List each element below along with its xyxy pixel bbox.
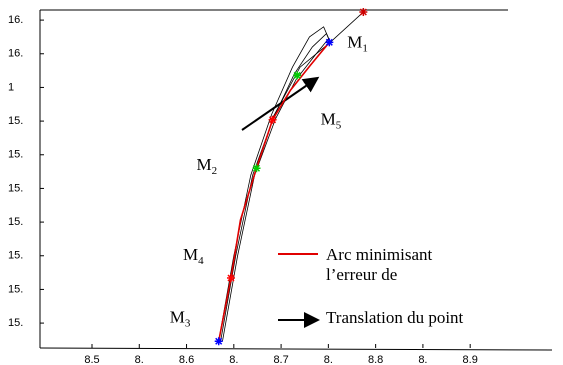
point-marker <box>214 337 223 346</box>
label-sub: 4 <box>198 255 204 267</box>
y-tick-label: 15. <box>8 216 23 228</box>
point-marker <box>268 115 277 124</box>
x-tick-label: 8.7 <box>273 354 288 365</box>
x-tick-label: 8. <box>135 354 144 365</box>
label-sub: 3 <box>185 317 191 329</box>
x-tick-label: 8. <box>229 354 238 365</box>
y-tick-label: 15. <box>8 182 23 194</box>
point-label: M2 <box>197 155 218 177</box>
label-sub: 1 <box>362 42 368 54</box>
y-tick-label: 15. <box>8 250 23 262</box>
legend-text: l’erreur de <box>326 265 397 284</box>
curve <box>217 41 330 342</box>
curve <box>218 26 331 342</box>
x-tick-label: 8.9 <box>463 354 478 365</box>
curve <box>222 38 331 342</box>
x-tick-label: 8.8 <box>368 354 383 365</box>
x-tick-label: 8. <box>324 354 333 365</box>
y-tick-label: 15. <box>8 149 23 161</box>
y-tick-label: 1 <box>8 81 14 93</box>
label-main: M <box>183 245 198 264</box>
x-tick-label: 8. <box>418 354 427 365</box>
legend-text: Translation du point <box>326 308 464 327</box>
point-marker <box>226 273 235 282</box>
label-main: M <box>170 307 185 326</box>
y-tick-label: 15. <box>8 115 23 127</box>
curve <box>271 11 364 120</box>
label-main: M <box>197 155 212 174</box>
marker-stroke <box>269 116 277 124</box>
marker-stroke <box>359 8 367 16</box>
legend-text: Arc minimisant <box>326 245 433 264</box>
label-sub: 5 <box>336 120 342 132</box>
y-tick-label: 16. <box>8 14 23 26</box>
translation-arrow <box>241 76 320 131</box>
label-main: M <box>321 110 336 129</box>
marker-stroke <box>227 274 235 282</box>
point-label: M1 <box>347 32 368 54</box>
point-marker <box>359 8 368 17</box>
point-marker <box>325 38 334 47</box>
y-tick-label: 15. <box>8 283 23 295</box>
x-tick-label: 8.5 <box>84 354 99 365</box>
marker-stroke <box>252 164 261 172</box>
label-sub: 2 <box>212 165 218 177</box>
y-tick-label: 15. <box>8 317 23 329</box>
point-marker <box>293 71 302 80</box>
point-label: M5 <box>321 110 342 132</box>
curve <box>220 32 331 342</box>
label-main: M <box>347 32 362 51</box>
point-label: M4 <box>183 245 204 267</box>
marker-stroke <box>215 337 223 345</box>
marker-stroke <box>293 71 301 79</box>
marker-stroke <box>325 38 333 46</box>
y-tick-label: 16. <box>8 48 23 60</box>
point-marker <box>252 164 261 173</box>
x-axis <box>39 347 553 351</box>
point-label: M3 <box>170 307 191 329</box>
x-tick-label: 8.6 <box>179 354 194 365</box>
